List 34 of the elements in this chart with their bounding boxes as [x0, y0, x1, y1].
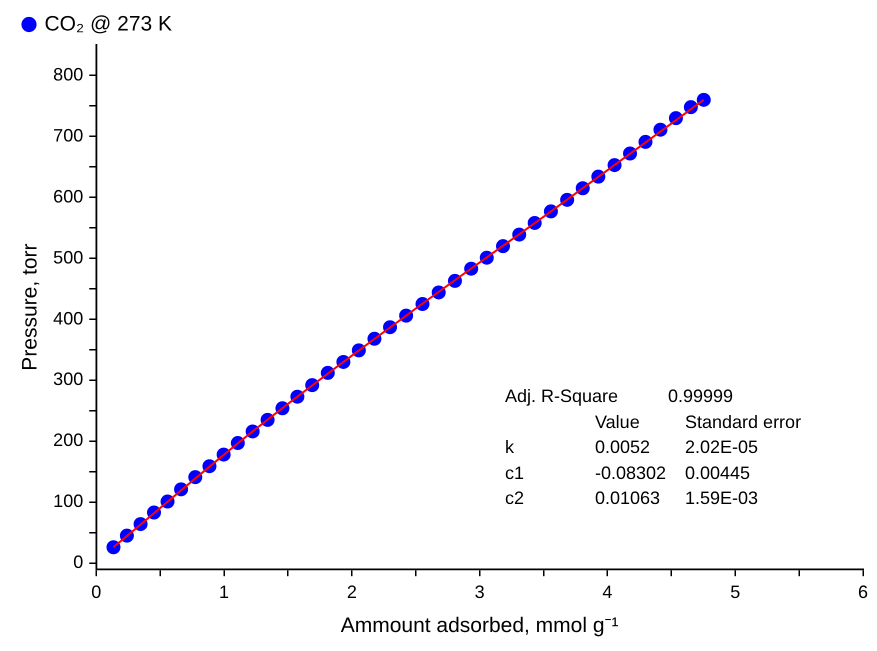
- annotation: -0.08302: [595, 462, 666, 484]
- y-tick-label: 800: [53, 64, 84, 84]
- annotation: Standard error: [685, 410, 802, 434]
- x-axis-title: Ammount adsorbed, mmol g⁻¹: [340, 614, 619, 638]
- annotation: c1: [505, 462, 524, 484]
- y-tick-label: 700: [53, 125, 84, 146]
- annotation: 0.99999: [668, 385, 734, 408]
- x-tick-label: 0: [91, 582, 102, 602]
- annotation: Value: [595, 410, 640, 434]
- y-tick-label: 400: [53, 308, 84, 328]
- annotation: 1.59E-03: [685, 487, 758, 510]
- y-tick-label: 100: [53, 491, 84, 512]
- y-tick-label: 0: [73, 552, 84, 572]
- annotation: c2: [505, 487, 524, 510]
- annotation: 0.0052: [595, 436, 650, 459]
- annotation: 2.02E-05: [685, 436, 758, 459]
- x-tick-label: 3: [474, 582, 485, 602]
- y-tick-label: 600: [53, 186, 84, 206]
- x-tick-label: 1: [219, 582, 230, 602]
- legend-label: CO₂ @ 273 K: [44, 12, 172, 36]
- x-tick-label: 4: [602, 582, 612, 602]
- annotation: Adj. R-Square: [505, 385, 618, 408]
- annotation: 0.01063: [595, 487, 660, 510]
- x-tick-label: 2: [346, 582, 357, 602]
- x-tick-label: 5: [730, 582, 740, 602]
- annotation: k: [505, 436, 514, 459]
- y-tick-label: 300: [53, 369, 84, 390]
- y-axis-title: Pressure, torr: [18, 243, 42, 371]
- y-tick-label: 200: [53, 430, 84, 450]
- point: [696, 92, 711, 107]
- y-tick-label: 500: [53, 247, 84, 268]
- x-tick-label: 6: [858, 582, 868, 602]
- annotation: 0.00445: [685, 462, 750, 484]
- point: [106, 540, 120, 554]
